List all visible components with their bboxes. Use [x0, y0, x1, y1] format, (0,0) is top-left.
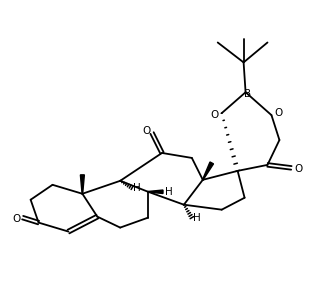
Polygon shape [203, 162, 213, 180]
Text: H: H [193, 213, 201, 223]
Text: O: O [142, 126, 150, 136]
Polygon shape [80, 175, 84, 194]
Text: O: O [13, 214, 21, 224]
Text: H: H [133, 183, 141, 193]
Polygon shape [148, 190, 163, 193]
Text: B: B [244, 89, 251, 99]
Text: O: O [294, 164, 302, 174]
Text: H: H [165, 187, 173, 197]
Text: O: O [274, 108, 282, 118]
Text: O: O [211, 110, 219, 120]
